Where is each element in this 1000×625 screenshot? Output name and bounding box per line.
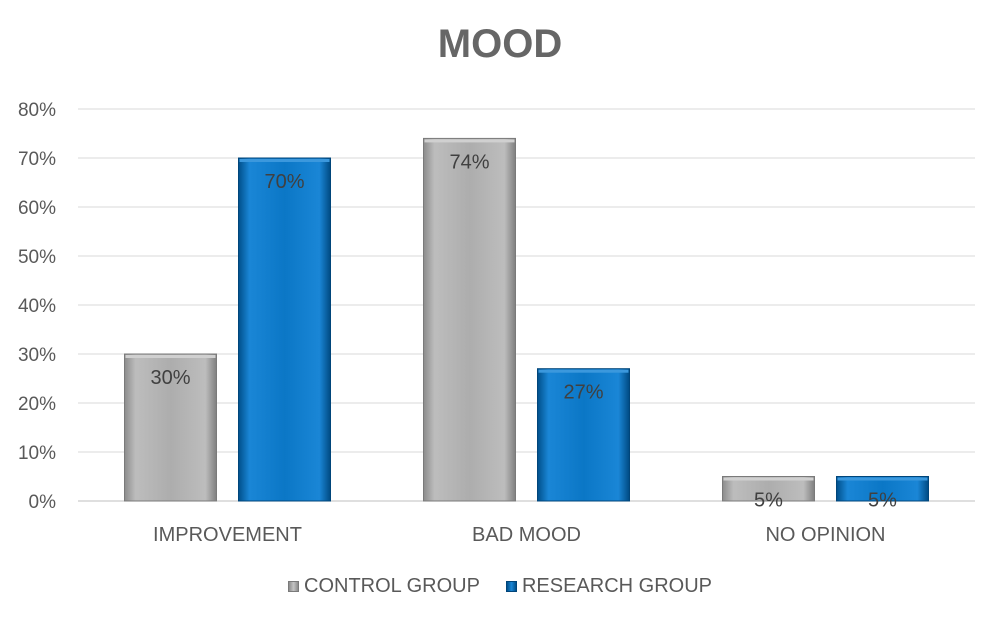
bar-bevel [239, 159, 330, 162]
legend-label: RESEARCH GROUP [521, 575, 712, 597]
y-tick-label: 30% [18, 345, 56, 366]
bar-control-group-no-opinion [722, 476, 815, 502]
data-label: 30% [150, 367, 190, 389]
legend-item: CONTROL GROUP [288, 575, 480, 598]
bar-research-group-improvement [238, 157, 331, 502]
y-tick-label: 80% [18, 100, 56, 121]
bar-control-group-improvement [124, 353, 217, 502]
x-category-label: IMPROVEMENT [153, 524, 302, 546]
bar-control-group-bad-mood [423, 137, 516, 502]
bar-bevel [837, 477, 928, 481]
legend-label: CONTROL GROUP [304, 575, 480, 597]
bar-bevel [723, 477, 814, 481]
chart-title: MOOD [437, 22, 563, 66]
data-label: 5% [754, 490, 783, 512]
legend: CONTROL GROUP RESEARCH GROUP [0, 575, 1000, 598]
legend-swatch [505, 581, 517, 592]
data-label: 74% [449, 151, 489, 173]
data-label: 5% [868, 490, 897, 512]
legend-item: RESEARCH GROUP [505, 575, 712, 598]
y-tick-label: 70% [18, 149, 56, 170]
bar-bevel [538, 369, 629, 373]
bar-bevel [424, 139, 515, 143]
bar-research-group-bad-mood [537, 368, 630, 502]
bar-bevel [125, 355, 216, 358]
data-label: 27% [563, 382, 603, 404]
y-tick-label: 40% [18, 296, 56, 317]
x-category-label: BAD MOOD [472, 524, 581, 546]
legend-swatch [288, 581, 300, 592]
y-tick-label: 60% [18, 198, 56, 219]
x-category-label: NO OPINION [765, 524, 885, 546]
y-tick-label: 0% [29, 492, 57, 513]
bar-research-group-no-opinion [836, 476, 929, 502]
y-tick-label: 50% [18, 247, 56, 268]
data-label: 70% [264, 171, 304, 193]
y-tick-label: 20% [18, 394, 56, 415]
y-tick-label: 10% [18, 443, 56, 464]
